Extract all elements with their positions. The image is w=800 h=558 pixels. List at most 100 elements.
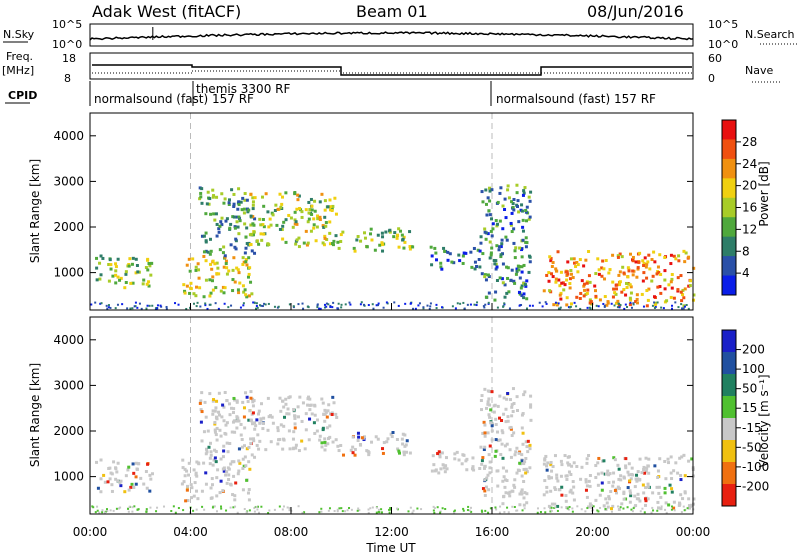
strip-cell (325, 302, 328, 305)
power-echo-cell (131, 256, 135, 260)
velocity-echo-cell (653, 464, 657, 468)
power-echo-cell (306, 220, 310, 224)
power-echo-cell (495, 278, 499, 282)
power-echo-cell (522, 191, 526, 195)
velocity-echo-cell (633, 494, 637, 498)
velocity-echo-cell (236, 416, 240, 420)
x-tick-label-5: 20:00 (575, 525, 610, 539)
velocity-echo-cell (109, 471, 113, 475)
power-echo-cell (252, 230, 256, 234)
strip-cell (148, 304, 151, 307)
velocity-echo-cell (134, 461, 138, 465)
power-echo-cell (628, 303, 632, 307)
power-echo-cell (556, 250, 560, 254)
strip-cell (453, 509, 456, 512)
strip-cell (397, 304, 400, 307)
velocity-echo-cell (194, 473, 198, 477)
strip-cell (234, 505, 237, 508)
velocity-echo-cell (214, 406, 218, 410)
power-echo-cell (618, 280, 622, 284)
velocity-echo-cell (508, 448, 512, 452)
nave-label: Nave (745, 64, 773, 77)
power-echo-cell (304, 208, 308, 212)
velocity-echo-cell (587, 479, 591, 483)
strip-cell (544, 511, 547, 514)
strip-cell (686, 507, 689, 510)
power-echo-cell (316, 217, 320, 221)
velocity-echo-cell (511, 387, 515, 391)
strip-cell (209, 303, 212, 306)
y-tick-label-1: 2000 (53, 220, 84, 234)
colorbar-swatch-7 (722, 484, 736, 507)
power-echo-cell (505, 265, 509, 269)
power-echo-cell (498, 191, 502, 195)
colorbar-tick-label-6: -100 (742, 460, 769, 474)
velocity-echo-cell (688, 506, 692, 510)
power-echo-cell (309, 197, 313, 201)
strip-cell (435, 303, 438, 306)
velocity-echo-cell (485, 476, 489, 480)
power-echo-cell (331, 204, 335, 208)
power-echo-cell (550, 265, 554, 269)
strip-cell (177, 507, 180, 510)
velocity-echo-cell (558, 488, 562, 492)
power-echo-cell (211, 288, 215, 292)
strip-cell (255, 307, 258, 310)
power-echo-cell (654, 301, 658, 305)
strip-cell (432, 505, 435, 508)
power-echo-cell (188, 291, 192, 295)
power-echo-cell (598, 298, 602, 302)
power-echo-cell (580, 279, 584, 283)
velocity-echo-cell (200, 410, 204, 414)
velocity-echo-cell (494, 438, 498, 442)
power-echo-cell (616, 299, 620, 303)
strip-cell (619, 506, 622, 509)
power-echo-cell (635, 293, 639, 297)
velocity-echo-cell (119, 484, 123, 488)
strip-cell (316, 304, 319, 307)
power-echo-cell (642, 264, 646, 268)
power-echo-cell (681, 293, 685, 297)
strip-cell (232, 506, 235, 509)
strip-cell (154, 307, 157, 310)
strip-cell (145, 307, 148, 310)
power-echo-cell (549, 256, 553, 260)
power-echo-cell (217, 272, 221, 276)
power-echo-cell (323, 236, 327, 240)
strip-cell (337, 307, 340, 310)
power-echo-cell (520, 209, 524, 213)
power-echo-cell (687, 284, 691, 288)
strip-cell (680, 511, 683, 514)
power-echo-cell (506, 184, 510, 188)
colorbar-swatch-2 (722, 158, 736, 179)
velocity-echo-cell (489, 421, 493, 425)
colorbar-swatch-1 (722, 352, 736, 375)
strip-cell (229, 506, 232, 509)
velocity-echo-cell (242, 415, 246, 419)
velocity-echo-cell (334, 438, 338, 442)
velocity-echo-cell (669, 471, 673, 475)
strip-cell (131, 506, 134, 509)
power-echo-cell (483, 227, 487, 231)
velocity-echo-cell (546, 461, 550, 465)
velocity-echo-cell (606, 469, 610, 473)
power-echo-cell (622, 271, 626, 275)
power-echo-cell (393, 231, 397, 235)
strip-cell (484, 303, 487, 306)
power-echo-cell (208, 252, 212, 256)
velocity-echo-cell (335, 415, 339, 419)
strip-cell (481, 510, 484, 513)
velocity-echo-cell (494, 449, 498, 453)
power-echo-cell (221, 285, 225, 289)
power-echo-cell (491, 222, 495, 226)
strip-cell (416, 507, 419, 510)
strip-cell (115, 507, 118, 510)
power-echo-cell (215, 272, 219, 276)
strip-cell (420, 508, 423, 511)
velocity-echo-cell (488, 471, 492, 475)
power-echo-cell (243, 198, 247, 202)
strip-cell (156, 307, 159, 310)
power-echo-cell (517, 290, 521, 294)
power-echo-cell (222, 245, 226, 249)
velocity-echo-cell (183, 467, 187, 471)
